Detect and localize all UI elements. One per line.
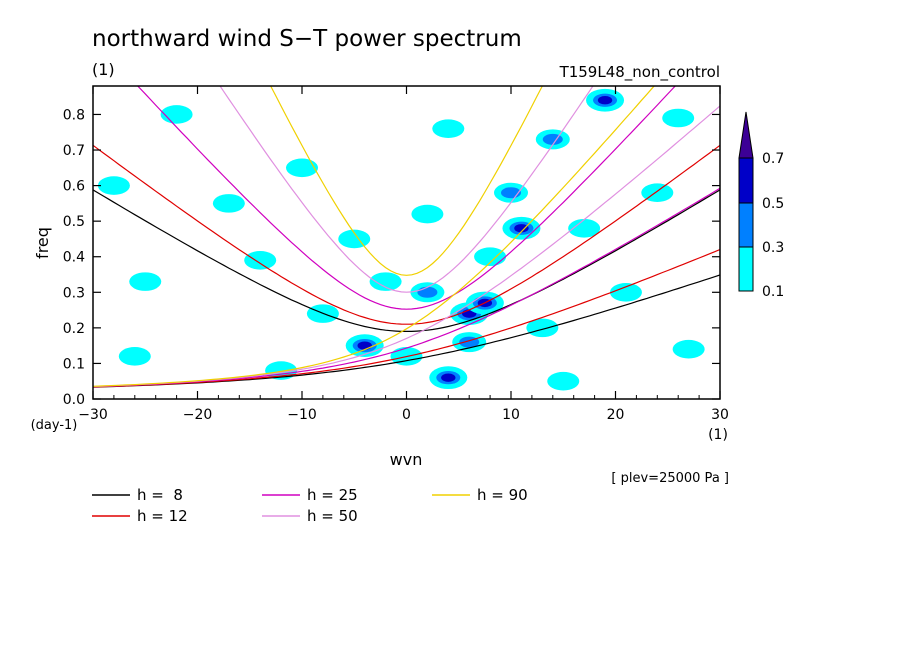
curve-ig-h8 [93,189,720,332]
colorbar-label: 0.3 [762,240,784,256]
y-tick-label: 0.3 [63,285,85,301]
y-axis-unit: (day-1) [31,418,78,433]
curve-ig-h90 [269,86,544,276]
x-tick-label: −20 [183,407,213,423]
x-tick-label: −30 [78,407,108,423]
y-tick-label: 0.1 [63,356,85,372]
x-axis-label: wvn [390,450,423,469]
heat-blob [502,216,541,240]
heat-blob [429,366,468,390]
colorbar-segment [738,202,754,248]
y-axis: 0.0 0.1 0.2 0.3 0.4 0.5 0.6 0.7 0.8 [63,107,720,408]
heat-blob [369,272,402,291]
heat-blob [212,194,245,213]
heat-blob [452,332,487,353]
colorbar-segment [738,246,754,292]
heat-blob [244,250,277,270]
level-note: [ plev=25000 Pa ] [611,471,729,486]
curve-mrg-h12 [93,248,720,388]
plot-area [93,86,720,399]
heat-blob [568,218,601,238]
colorbar-label: 0.7 [762,151,784,167]
curve-ig-h50 [219,86,594,293]
x-tick-label: −10 [287,407,317,423]
x-tick-label: 10 [502,407,520,423]
x-tick-label: 0 [402,407,411,423]
heat-blob [118,347,151,366]
heat-blob [526,318,559,338]
curve-mrg-h90 [93,86,655,387]
heat-blob [662,108,695,128]
heat-blob [97,176,130,195]
legend-label: h = 25 [307,486,358,504]
y-tick-label: 0.2 [63,321,85,337]
curve-ig-h12 [93,144,720,325]
heat-blob [432,119,465,138]
heat-blob [609,282,642,302]
chart-title: northward wind S−T power spectrum [92,26,522,52]
run-label: T159L48_non_control [559,63,720,82]
legend: h = 8 h = 12 h = 25 h = 50 h = 90 [92,486,528,525]
x-axis: −30 −20 −10 0 10 20 30 [78,86,729,423]
curve-ig-h25 [136,86,677,310]
y-tick-label: 0.4 [63,250,85,266]
heat-blob [411,204,444,224]
heat-blob [586,88,625,112]
y-tick-label: 0.0 [63,392,85,408]
unit-label: (1) [92,60,115,79]
heat-blob [474,247,507,267]
heat-blob [410,282,445,303]
y-tick-label: 0.5 [63,214,85,230]
y-tick-label: 0.8 [63,107,85,123]
colorbar: 0.1 0.3 0.5 0.7 [738,111,784,300]
y-axis-label: freq [33,227,52,259]
legend-label: h = 50 [307,507,358,525]
x-axis-unit: (1) [708,427,728,443]
colorbar-label: 0.5 [762,196,784,212]
heat-blob [547,371,580,391]
heat-blob [345,334,384,358]
x-tick-label: 30 [711,407,729,423]
y-tick-label: 0.7 [63,143,85,159]
legend-label: h = 12 [137,507,188,525]
heat-blob [535,129,570,150]
legend-label: h = 8 [137,486,183,504]
y-tick-label: 0.6 [63,179,85,195]
colorbar-label: 0.1 [762,284,784,300]
colorbar-segment [738,157,754,204]
heat-blob [129,272,162,291]
heat-blob [286,158,318,178]
heat-blob [672,339,705,359]
legend-label: h = 90 [477,486,528,504]
colorbar-arrow [738,111,754,159]
dispersion-curves [93,86,720,388]
x-tick-label: 20 [607,407,625,423]
